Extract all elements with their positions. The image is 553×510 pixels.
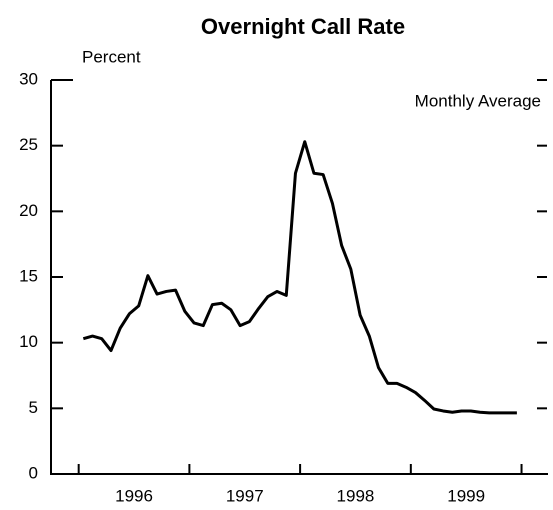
y-tick-label: 20 [19,201,38,220]
x-tick-label: 1998 [337,486,375,505]
data-line [82,140,517,415]
x-tick-label: 1996 [115,486,153,505]
y-tick-label: 25 [19,135,38,154]
y-tick-label: 10 [19,332,38,351]
chart-title: Overnight Call Rate [201,14,405,39]
y-tick-label: 15 [19,266,38,285]
y-tick-label: 30 [19,69,38,88]
y-tick-label: 5 [29,398,38,417]
y-axis-label: Percent [82,47,141,66]
x-tick-label: 1997 [226,486,264,505]
annotation: Monthly Average [415,91,541,110]
y-tick-label: 0 [29,463,38,482]
x-tick-label: 1999 [447,486,485,505]
